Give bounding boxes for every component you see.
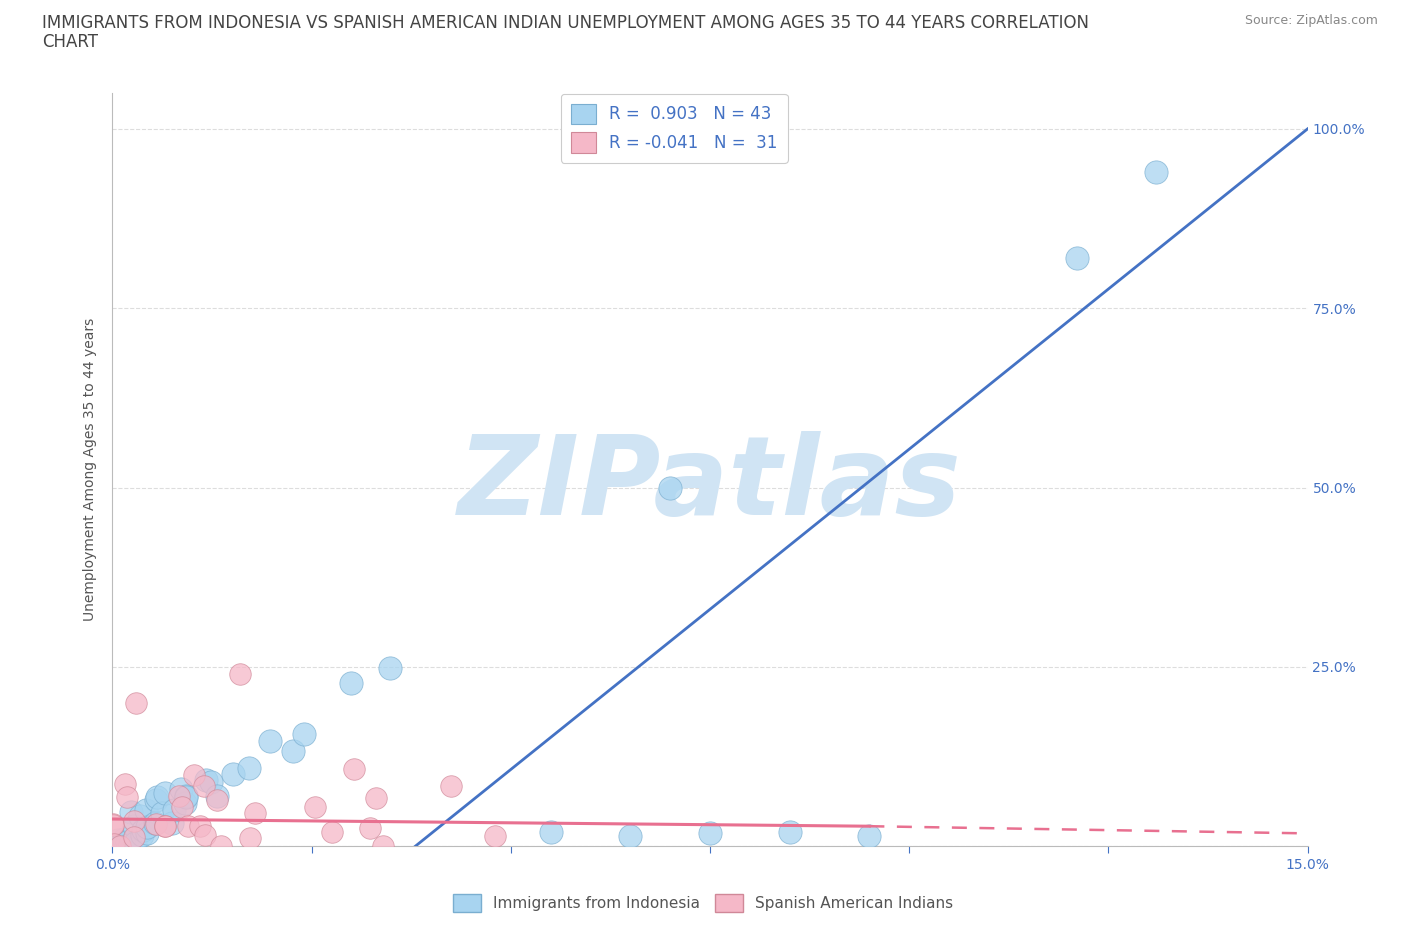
Point bbox=[294, 726, 316, 741]
Point bbox=[125, 696, 148, 711]
Point bbox=[359, 820, 381, 835]
Point bbox=[136, 819, 159, 834]
Point bbox=[145, 817, 167, 831]
Point bbox=[150, 805, 173, 820]
Point bbox=[103, 837, 125, 852]
Point bbox=[153, 819, 176, 834]
Point bbox=[146, 790, 169, 804]
Point bbox=[343, 762, 366, 777]
Point bbox=[115, 835, 138, 850]
Point bbox=[112, 837, 135, 852]
Point bbox=[440, 778, 463, 793]
Point bbox=[378, 660, 401, 675]
Point bbox=[239, 830, 262, 845]
Legend: Immigrants from Indonesia, Spanish American Indians: Immigrants from Indonesia, Spanish Ameri… bbox=[447, 888, 959, 918]
Point bbox=[136, 826, 159, 841]
Text: Source: ZipAtlas.com: Source: ZipAtlas.com bbox=[1244, 14, 1378, 27]
Point bbox=[115, 790, 138, 804]
Point bbox=[183, 767, 205, 782]
Point bbox=[1066, 250, 1088, 265]
Point bbox=[120, 805, 142, 820]
Point bbox=[177, 818, 200, 833]
Point bbox=[103, 817, 125, 832]
Point bbox=[176, 790, 198, 804]
Point bbox=[172, 799, 194, 814]
Point bbox=[1144, 165, 1167, 179]
Point bbox=[124, 835, 146, 850]
Point bbox=[122, 819, 145, 834]
Point bbox=[129, 808, 152, 823]
Point bbox=[145, 815, 167, 830]
Point bbox=[484, 828, 506, 843]
Point bbox=[659, 480, 682, 495]
Point bbox=[132, 822, 155, 837]
Point bbox=[162, 816, 184, 830]
Point bbox=[101, 817, 124, 831]
Point bbox=[858, 828, 880, 843]
Point bbox=[540, 825, 562, 840]
Point bbox=[153, 818, 176, 833]
Point bbox=[304, 800, 326, 815]
Text: ZIPatlas: ZIPatlas bbox=[458, 432, 962, 538]
Point bbox=[107, 833, 129, 848]
Point bbox=[145, 793, 167, 808]
Y-axis label: Unemployment Among Ages 35 to 44 years: Unemployment Among Ages 35 to 44 years bbox=[83, 318, 97, 621]
Point bbox=[238, 761, 260, 776]
Point bbox=[122, 830, 145, 844]
Text: CHART: CHART bbox=[42, 33, 98, 50]
Point bbox=[153, 786, 176, 801]
Point bbox=[207, 793, 229, 808]
Point bbox=[200, 774, 222, 789]
Text: IMMIGRANTS FROM INDONESIA VS SPANISH AMERICAN INDIAN UNEMPLOYMENT AMONG AGES 35 : IMMIGRANTS FROM INDONESIA VS SPANISH AME… bbox=[42, 14, 1090, 32]
Point bbox=[229, 667, 252, 682]
Point bbox=[174, 789, 197, 804]
Point bbox=[281, 744, 304, 759]
Point bbox=[243, 805, 266, 820]
Point bbox=[118, 836, 141, 851]
Point bbox=[779, 825, 801, 840]
Point bbox=[167, 789, 190, 804]
Point bbox=[188, 818, 211, 833]
Point bbox=[259, 734, 281, 749]
Point bbox=[364, 790, 387, 805]
Point bbox=[163, 803, 186, 817]
Point bbox=[122, 813, 145, 828]
Legend: R =  0.903   N = 43, R = -0.041   N =  31: R = 0.903 N = 43, R = -0.041 N = 31 bbox=[561, 94, 787, 163]
Point bbox=[340, 676, 363, 691]
Point bbox=[193, 778, 215, 793]
Point bbox=[699, 826, 721, 841]
Point bbox=[194, 773, 217, 788]
Point bbox=[321, 825, 343, 840]
Point bbox=[114, 777, 136, 791]
Point bbox=[135, 803, 157, 817]
Point bbox=[619, 828, 641, 843]
Point bbox=[194, 828, 217, 843]
Point bbox=[222, 767, 245, 782]
Point bbox=[108, 839, 131, 854]
Point bbox=[105, 839, 128, 854]
Point bbox=[173, 796, 195, 811]
Point bbox=[371, 839, 394, 854]
Point bbox=[169, 782, 191, 797]
Point bbox=[209, 839, 232, 854]
Point bbox=[131, 828, 153, 843]
Point bbox=[112, 831, 135, 846]
Point bbox=[205, 789, 228, 804]
Point bbox=[105, 839, 128, 854]
